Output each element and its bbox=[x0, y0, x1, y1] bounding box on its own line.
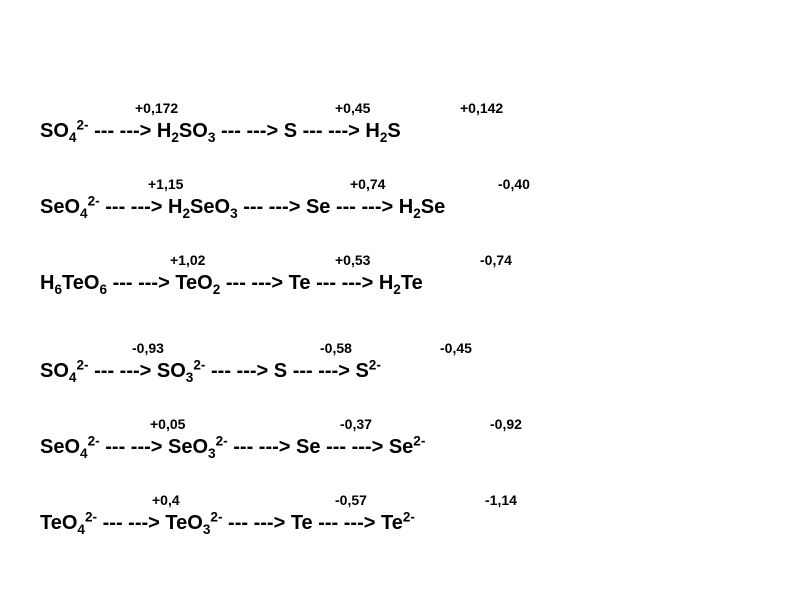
species: H2SeO3 bbox=[168, 196, 243, 218]
arrow: --- ---> bbox=[228, 512, 291, 534]
potential-value: -1,14 bbox=[485, 492, 517, 508]
potential-value: +0,45 bbox=[335, 100, 370, 116]
potential-value: +0,53 bbox=[335, 252, 370, 268]
species: Te2- bbox=[381, 512, 415, 534]
species: SO32- bbox=[157, 360, 211, 382]
arrow: --- ---> bbox=[318, 512, 381, 534]
species: Se2- bbox=[389, 436, 426, 458]
potential-value: -0,92 bbox=[490, 416, 522, 432]
potential-labels: -0,93 -0,58 -0,45 bbox=[40, 340, 760, 358]
row-tellurium-acidic: +1,02 +0,53 -0,74 H6TeO6 --- ---> TeO2 -… bbox=[40, 252, 760, 300]
species: Te bbox=[291, 512, 318, 534]
species: SO42- bbox=[40, 120, 89, 142]
species: H2SO3 bbox=[157, 120, 221, 142]
potential-value: -0,74 bbox=[480, 252, 512, 268]
species: SeO32- bbox=[168, 436, 233, 458]
row-sulfur-basic: -0,93 -0,58 -0,45 SO42- --- ---> SO32- -… bbox=[40, 340, 760, 388]
potential-value: +0,05 bbox=[150, 416, 185, 432]
species: H2Se bbox=[399, 196, 445, 218]
row-selenium-basic: +0,05 -0,37 -0,92 SeO42- --- ---> SeO32-… bbox=[40, 416, 760, 464]
arrow: --- ---> bbox=[293, 360, 356, 382]
arrow: --- ---> bbox=[243, 196, 306, 218]
species: SeO42- bbox=[40, 196, 100, 218]
species: TeO42- bbox=[40, 512, 97, 534]
potential-value: -0,37 bbox=[340, 416, 372, 432]
arrow: --- ---> bbox=[221, 120, 284, 142]
potential-value: -0,57 bbox=[335, 492, 367, 508]
species: S2- bbox=[355, 360, 380, 382]
latimer-diagrams: +0,172 +0,45 +0,142 SO42- --- ---> H2SO3… bbox=[0, 0, 800, 608]
row-sulfur-acidic: +0,172 +0,45 +0,142 SO42- --- ---> H2SO3… bbox=[40, 100, 760, 148]
potential-value: -0,93 bbox=[132, 340, 164, 356]
arrow: --- ---> bbox=[211, 360, 274, 382]
potential-labels: +1,02 +0,53 -0,74 bbox=[40, 252, 760, 270]
species: TeO32- bbox=[165, 512, 228, 534]
species: S bbox=[274, 360, 293, 382]
potential-labels: +1,15 +0,74 -0,40 bbox=[40, 176, 760, 194]
potential-value: +0,4 bbox=[152, 492, 180, 508]
arrow: --- ---> bbox=[303, 120, 366, 142]
potential-value: +0,142 bbox=[460, 100, 503, 116]
potential-value: -0,58 bbox=[320, 340, 352, 356]
equation-line: H6TeO6 --- ---> TeO2 --- ---> Te --- ---… bbox=[40, 272, 760, 295]
arrow: --- ---> bbox=[326, 436, 389, 458]
arrow: --- ---> bbox=[226, 272, 289, 294]
arrow: --- ---> bbox=[105, 436, 168, 458]
arrow: --- ---> bbox=[94, 360, 157, 382]
potential-labels: +0,05 -0,37 -0,92 bbox=[40, 416, 760, 434]
species: Te bbox=[289, 272, 316, 294]
species: H2Te bbox=[379, 272, 423, 294]
row-selenium-acidic: +1,15 +0,74 -0,40 SeO42- --- ---> H2SeO3… bbox=[40, 176, 760, 224]
potential-value: +0,74 bbox=[350, 176, 385, 192]
equation-line: SO42- --- ---> H2SO3 --- ---> S --- --->… bbox=[40, 120, 760, 143]
species: H6TeO6 bbox=[40, 272, 113, 294]
species: TeO2 bbox=[175, 272, 226, 294]
equation-line: SeO42- --- ---> H2SeO3 --- ---> Se --- -… bbox=[40, 196, 760, 219]
arrow: --- ---> bbox=[103, 512, 166, 534]
potential-labels: +0,172 +0,45 +0,142 bbox=[40, 100, 760, 118]
arrow: --- ---> bbox=[113, 272, 176, 294]
equation-line: SeO42- --- ---> SeO32- --- ---> Se --- -… bbox=[40, 436, 760, 459]
species: Se bbox=[296, 436, 326, 458]
species: SeO42- bbox=[40, 436, 100, 458]
arrow: --- ---> bbox=[336, 196, 399, 218]
species: SO42- bbox=[40, 360, 89, 382]
potential-value: -0,40 bbox=[498, 176, 530, 192]
species: S bbox=[284, 120, 303, 142]
arrow: --- ---> bbox=[105, 196, 168, 218]
potential-value: +0,172 bbox=[135, 100, 178, 116]
equation-line: TeO42- --- ---> TeO32- --- ---> Te --- -… bbox=[40, 512, 760, 535]
species: Se bbox=[306, 196, 336, 218]
row-tellurium-basic: +0,4 -0,57 -1,14 TeO42- --- ---> TeO32- … bbox=[40, 492, 760, 540]
potential-value: +1,02 bbox=[170, 252, 205, 268]
arrow: --- ---> bbox=[94, 120, 157, 142]
potential-value: +1,15 bbox=[148, 176, 183, 192]
potential-value: -0,45 bbox=[440, 340, 472, 356]
arrow: --- ---> bbox=[316, 272, 379, 294]
potential-labels: +0,4 -0,57 -1,14 bbox=[40, 492, 760, 510]
arrow: --- ---> bbox=[233, 436, 296, 458]
equation-line: SO42- --- ---> SO32- --- ---> S --- --->… bbox=[40, 360, 760, 383]
species: H2S bbox=[365, 120, 400, 142]
